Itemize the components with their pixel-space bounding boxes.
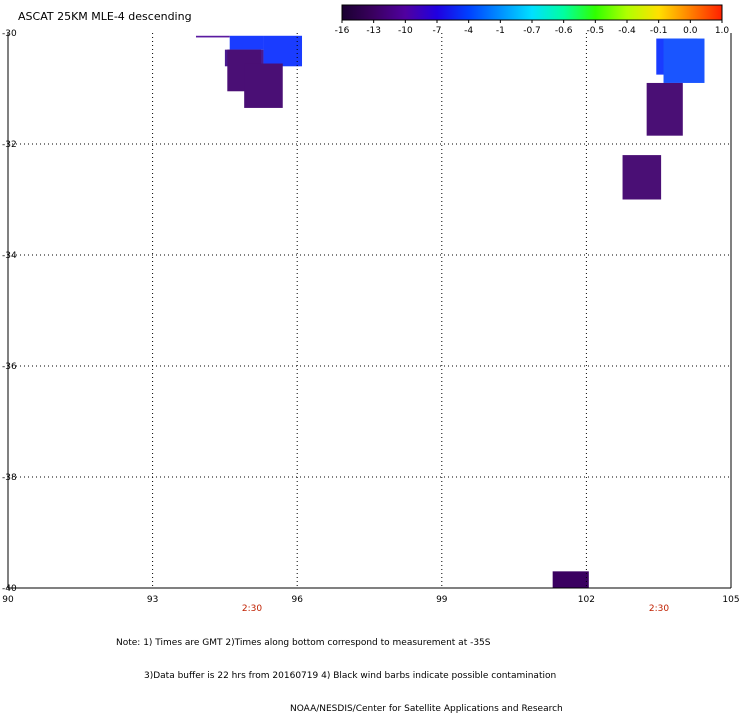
note-line-2: 3)Data buffer is 22 hrs from 20160719 4)…: [144, 671, 557, 681]
latitude-label: -36: [2, 362, 17, 372]
grid: [8, 33, 731, 588]
latitude-label: -40: [2, 584, 17, 594]
wind-cell: [229, 35, 264, 50]
colorbar-label: -10: [398, 26, 413, 36]
colorbar-label: -0.5: [587, 26, 605, 36]
colorbar-label: 1.0: [715, 26, 730, 36]
latitude-label: -30: [2, 29, 17, 39]
longitude-label: 96: [291, 595, 303, 605]
colorbar-label: -0.6: [555, 26, 573, 36]
latitude-label: -32: [2, 140, 17, 150]
notes: Note: 1) Times are GMT 2)Times along bot…: [116, 616, 563, 726]
colorbar-label: -0.4: [618, 26, 636, 36]
colorbar: -16 -13 -10 -7 -4 -1 -0.7 -0.6 -0.5 -0.4 -0.1 0.0 1.…: [335, 4, 730, 36]
colorbar-label: 0.0: [683, 26, 698, 36]
latitude-label: -38: [2, 473, 17, 483]
map-title: ASCAT 25KM MLE-4 descending: [18, 10, 192, 23]
colorbar-label: -0.7: [523, 26, 541, 36]
longitude-label: 102: [578, 595, 595, 605]
colorbar-label: -0.1: [650, 26, 668, 36]
axis-labels: 90 93 96 99 102 105 -30 -32 -34 -36 -38 -40 2:30 2:30: [2, 29, 740, 614]
wind-cell: [622, 155, 662, 200]
note-line-1: Note: 1) Times are GMT 2)Times along bot…: [116, 638, 491, 648]
wind-cell: [646, 82, 683, 136]
wind-cell: [663, 38, 705, 83]
time-label: 2:30: [242, 604, 262, 614]
time-label: 2:30: [649, 604, 669, 614]
note-line-3: NOAA/NESDIS/Center for Satellite Applica…: [290, 704, 563, 714]
colorbar-label: -13: [366, 26, 381, 36]
wind-cell: [195, 35, 230, 38]
colorbar-label: -7: [433, 26, 442, 36]
wind-cell: [552, 571, 589, 588]
colorbar-label: -4: [464, 26, 473, 36]
longitude-label: 93: [147, 595, 158, 605]
colorbar-label: -1: [496, 26, 505, 36]
map-canvas: -16 -13 -10 -7 -4 -1 -0.7 -0.6 -0.5 -0.4 -0.1 0.0 1.…: [2, 4, 740, 614]
longitude-label: 90: [2, 595, 14, 605]
colorbar-gradient: [341, 4, 723, 21]
wind-cell: [263, 35, 303, 67]
longitude-label: 105: [722, 595, 739, 605]
map-frame: [7, 33, 732, 589]
latitude-label: -34: [2, 251, 17, 261]
longitude-label: 99: [436, 595, 448, 605]
wind-cells: [195, 35, 705, 588]
wind-cell: [244, 63, 283, 108]
colorbar-label: -16: [335, 26, 350, 36]
